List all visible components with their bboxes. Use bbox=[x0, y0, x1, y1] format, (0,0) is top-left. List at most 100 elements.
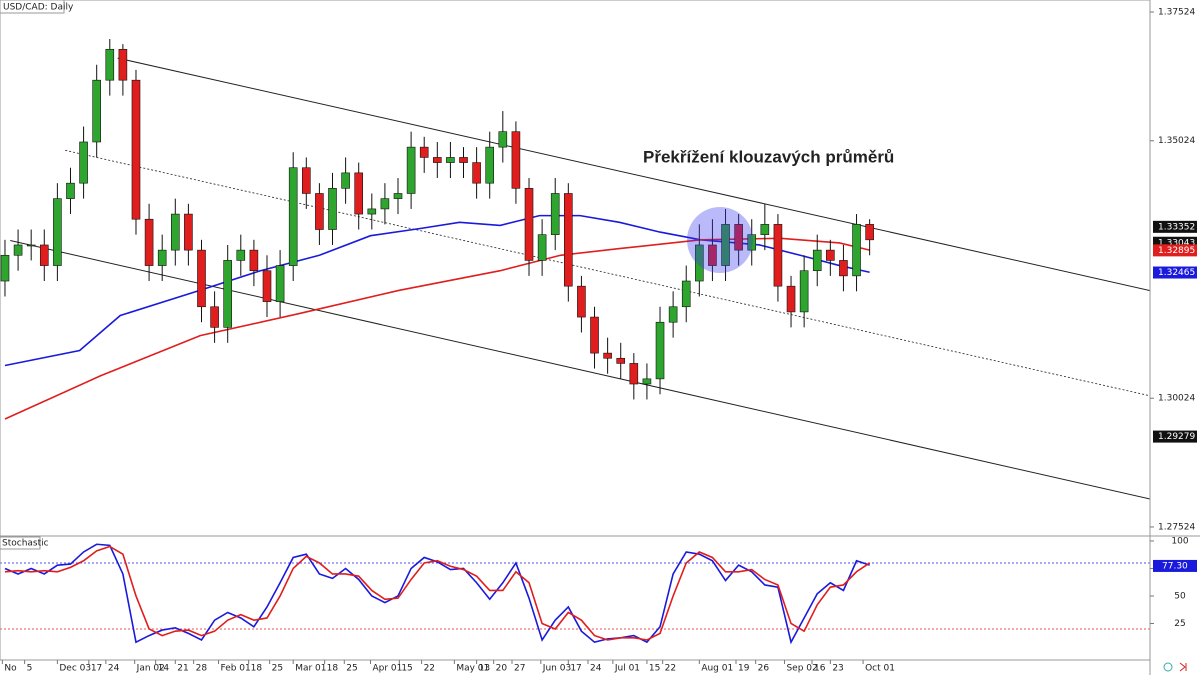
x-tick-label: Oct 01 bbox=[865, 664, 895, 674]
title-box bbox=[0, 0, 65, 14]
x-tick-label: 24 bbox=[108, 664, 120, 674]
candle-body bbox=[249, 249, 259, 272]
price-tag bbox=[1153, 266, 1197, 279]
channel-line bbox=[65, 149, 1151, 397]
candle-body bbox=[433, 157, 442, 163]
x-tick-label: 25 bbox=[272, 664, 283, 674]
x-tick-label: 18 bbox=[251, 664, 263, 674]
candle-body bbox=[865, 224, 874, 241]
candle-body bbox=[157, 249, 167, 266]
candle-body bbox=[288, 167, 298, 266]
plot bbox=[0, 38, 1151, 645]
candle-body bbox=[826, 249, 835, 261]
x-tick-label: Jan 02 bbox=[136, 664, 165, 674]
candle-body bbox=[668, 306, 678, 323]
candle-body bbox=[419, 146, 429, 158]
candle-body bbox=[53, 198, 62, 266]
x-tick-label: Aug 01 bbox=[701, 664, 733, 674]
moving-average bbox=[4, 237, 870, 420]
candle-body bbox=[39, 244, 49, 266]
icon[interactable] bbox=[1179, 662, 1187, 672]
candle-body bbox=[590, 316, 599, 354]
candle-body bbox=[760, 224, 770, 235]
x-tick-label: 20 bbox=[496, 664, 508, 674]
x-tick-label: No bbox=[4, 664, 17, 674]
price-tag-label: 1.29279 bbox=[1158, 432, 1195, 442]
x-tick-label: Mar 01 bbox=[295, 664, 326, 674]
x-tick-label: 17 bbox=[91, 664, 102, 674]
icon[interactable] bbox=[1163, 662, 1173, 672]
candle-body bbox=[721, 224, 730, 266]
x-tick-label: Feb 01 bbox=[221, 664, 251, 674]
stoch-title: Stochastic bbox=[2, 539, 49, 549]
x-tick-label: 17 bbox=[570, 664, 581, 674]
candle-body bbox=[0, 254, 10, 282]
candle-body bbox=[839, 260, 848, 277]
toolbar-icons[interactable] bbox=[1163, 662, 1187, 672]
candle-body bbox=[524, 188, 534, 261]
candle-body bbox=[197, 249, 206, 308]
x-tick-label: Sep 02 bbox=[786, 664, 817, 674]
x-tick-label: Apr 01 bbox=[372, 664, 402, 674]
candle-body bbox=[275, 265, 285, 302]
candle-body bbox=[498, 131, 508, 148]
candle-body bbox=[459, 157, 468, 163]
candle-body bbox=[13, 244, 23, 256]
stoch-tick-label: 100 bbox=[1171, 536, 1188, 546]
chart-title: USD/CAD: Daily bbox=[3, 3, 74, 13]
candle-body bbox=[26, 244, 36, 247]
y-tick-label: 1.35024 bbox=[1158, 136, 1195, 146]
candle-body bbox=[131, 79, 141, 220]
highlight-circle bbox=[687, 207, 753, 273]
candle-body bbox=[315, 193, 324, 230]
candle-body bbox=[92, 79, 101, 143]
y-tick-label: 1.30024 bbox=[1158, 394, 1195, 404]
candle-body bbox=[616, 357, 626, 364]
candle-body bbox=[170, 213, 180, 251]
candle-body bbox=[328, 188, 337, 230]
candle-body bbox=[262, 270, 272, 302]
stoch-tag bbox=[1153, 559, 1197, 572]
x-tick-label: 24 bbox=[590, 664, 602, 674]
candle-body bbox=[537, 234, 547, 261]
x-tick-label: 21 bbox=[177, 664, 188, 674]
candle-body bbox=[223, 260, 232, 328]
x-tick-label: 25 bbox=[346, 664, 357, 674]
candle-body bbox=[629, 363, 639, 385]
candle-body bbox=[655, 321, 665, 380]
candle-body bbox=[681, 280, 691, 308]
stoch-line bbox=[4, 543, 870, 645]
x-tick-label: 27 bbox=[514, 664, 525, 674]
candle-body bbox=[105, 48, 115, 81]
x-tick-label: Jun 03 bbox=[542, 664, 571, 674]
stoch-tick-label: 50 bbox=[1174, 591, 1186, 601]
candle-body bbox=[852, 224, 861, 277]
x-tick-label: 22 bbox=[424, 664, 435, 674]
candle-body bbox=[406, 146, 416, 194]
candle-body bbox=[367, 208, 377, 215]
candle-body bbox=[786, 285, 796, 313]
candle-body bbox=[144, 218, 154, 266]
candle-body bbox=[564, 193, 573, 287]
candle-body bbox=[380, 198, 390, 210]
annotation: Překřížení klouzavých průměrů bbox=[643, 147, 894, 166]
candle-body bbox=[812, 249, 822, 272]
y-tick-label: 1.37524 bbox=[1158, 7, 1195, 17]
candle-body bbox=[642, 378, 652, 385]
candle-body bbox=[341, 172, 350, 189]
candle-body bbox=[472, 162, 481, 184]
x-tick-label: 15 bbox=[401, 664, 412, 674]
stoch-tick-label: 25 bbox=[1174, 619, 1185, 629]
x-tick-label: May 01 bbox=[456, 664, 489, 674]
candle-body bbox=[210, 306, 219, 328]
candle-body bbox=[747, 234, 757, 251]
candle-body bbox=[773, 224, 783, 287]
candle-body bbox=[550, 193, 560, 235]
candle-body bbox=[695, 244, 704, 282]
candle-body bbox=[446, 157, 455, 163]
price-tag-label: 1.33352 bbox=[1158, 222, 1195, 232]
candle-body bbox=[603, 352, 612, 359]
candle-body bbox=[734, 224, 743, 251]
candle-body bbox=[393, 193, 403, 199]
candle-body bbox=[708, 244, 717, 266]
